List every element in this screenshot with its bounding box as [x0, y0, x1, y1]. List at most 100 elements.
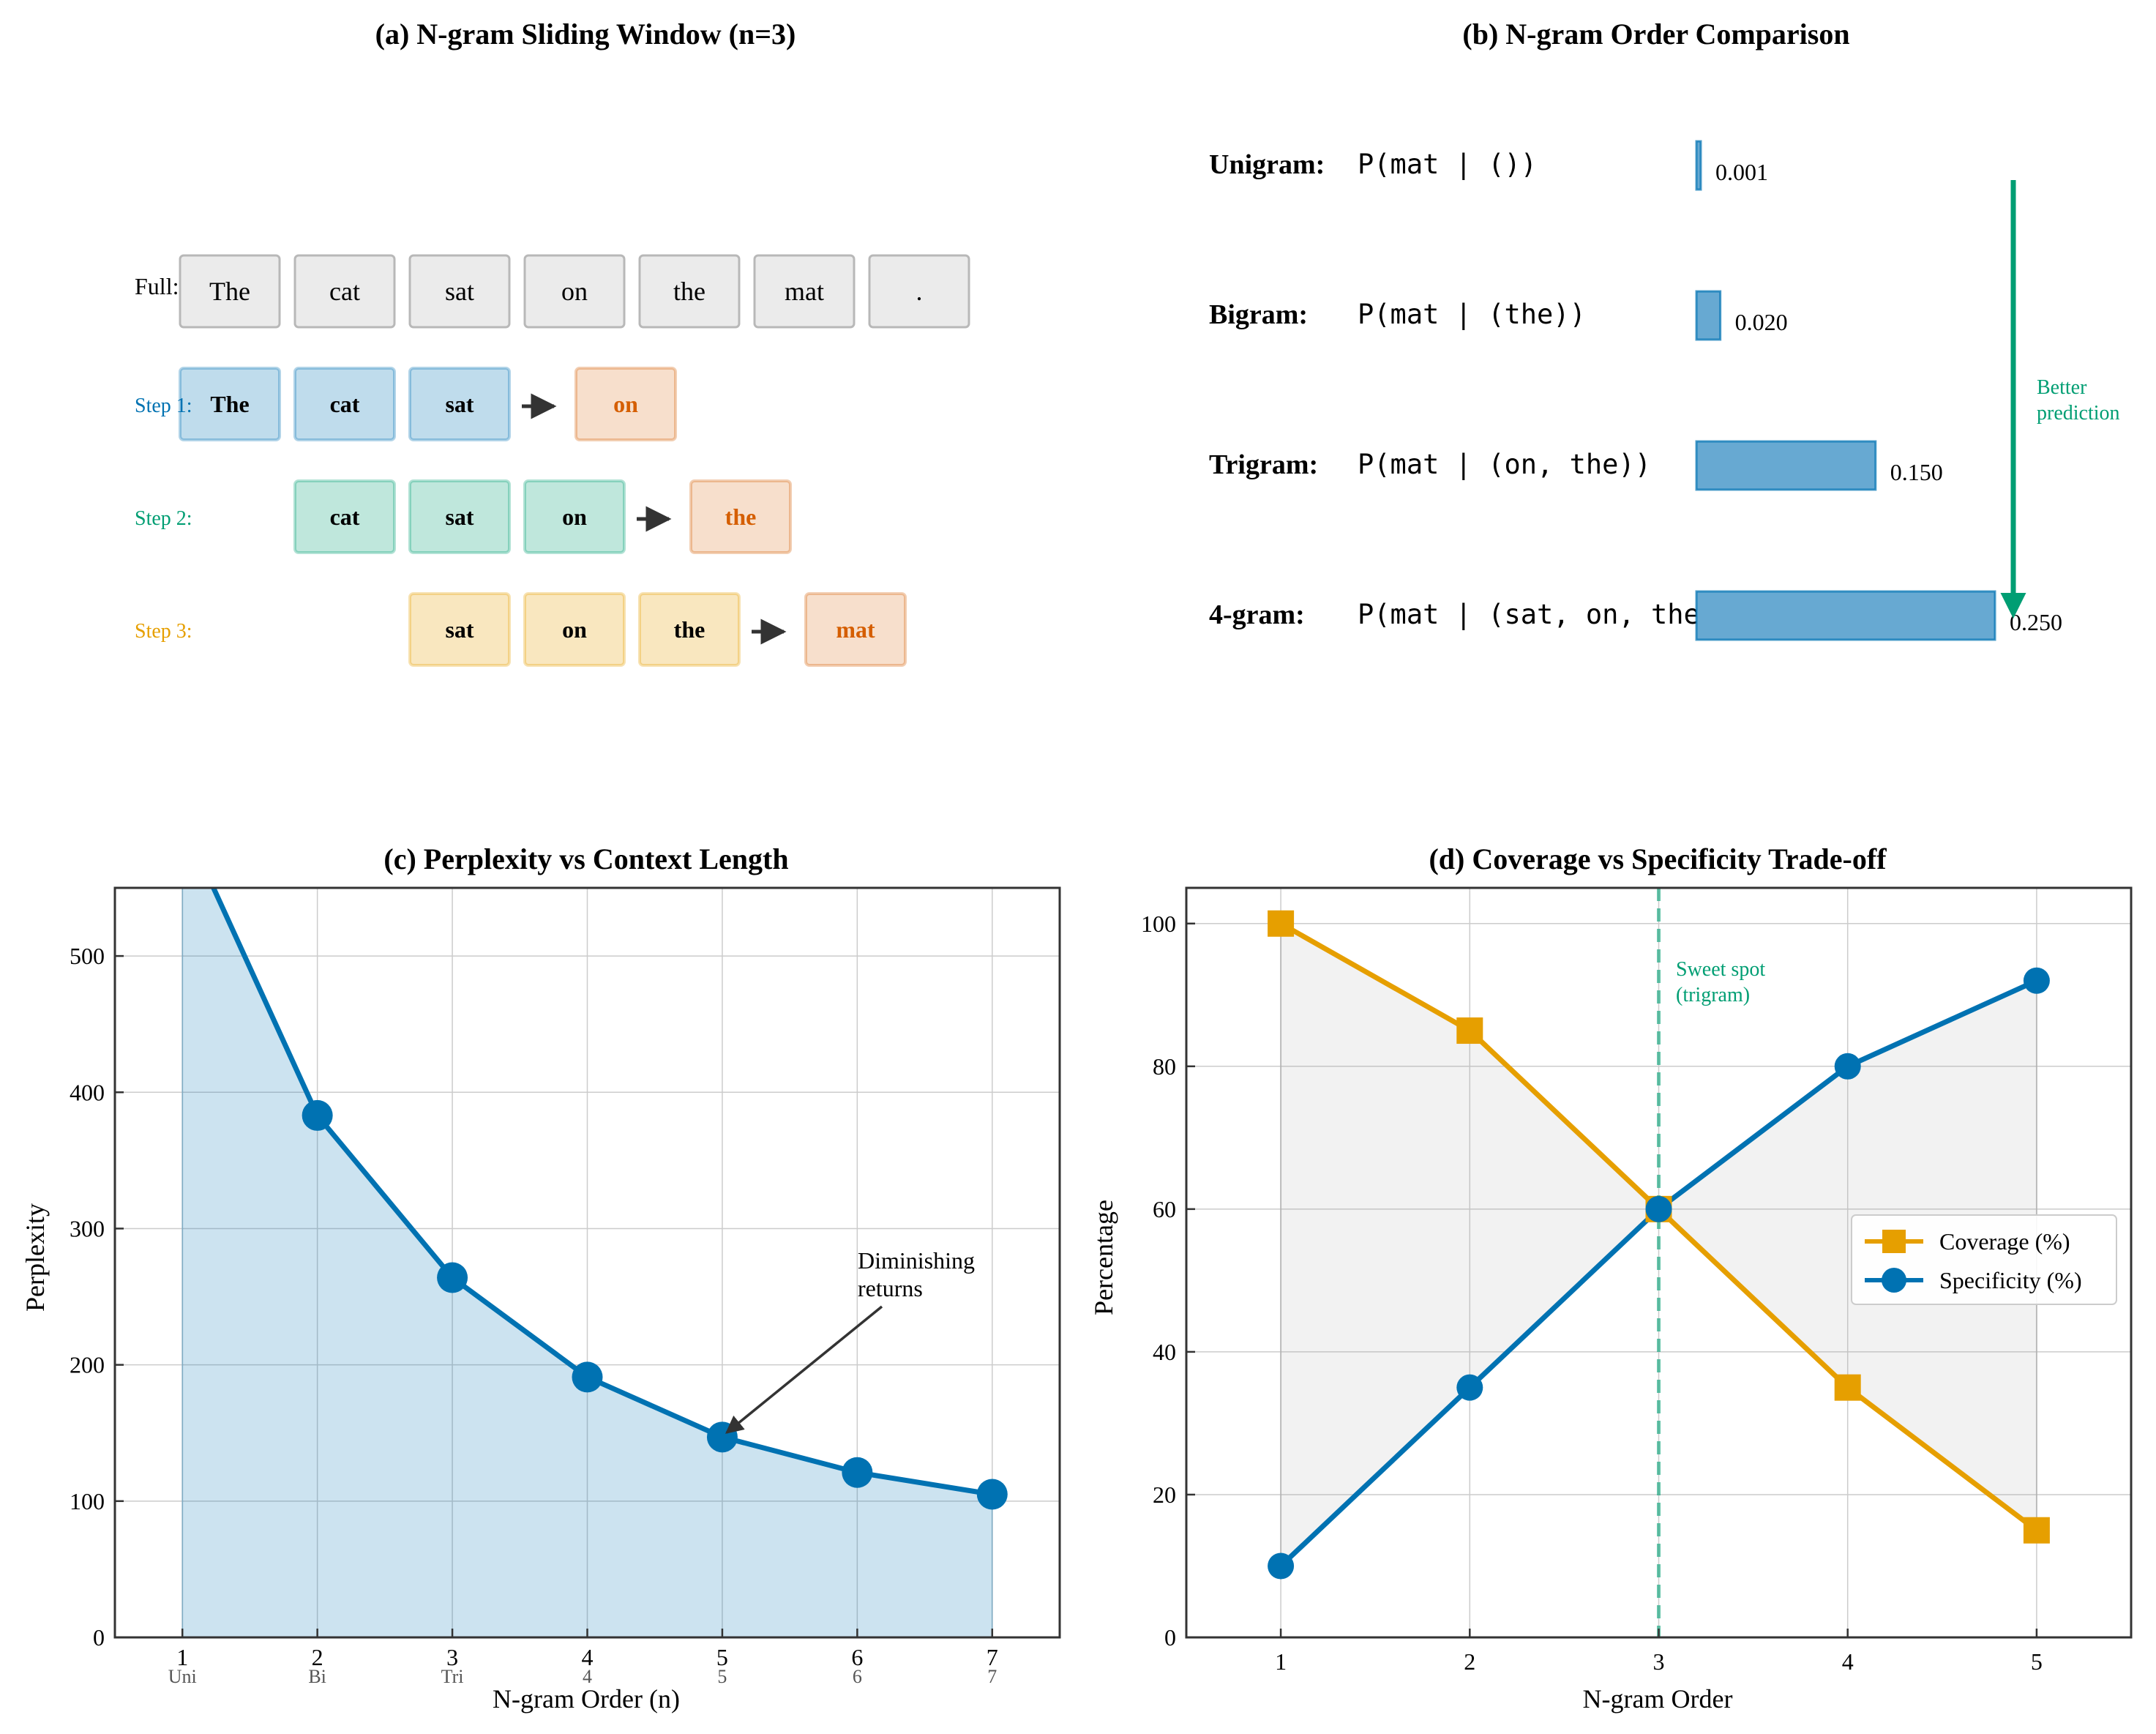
probability-label: 0.150	[1890, 459, 1943, 485]
x-sublabel: 5	[717, 1666, 727, 1687]
context-token-text: on	[562, 616, 587, 643]
target-token-box	[689, 479, 792, 554]
context-token-text: cat	[330, 504, 360, 530]
order-formula: P(mat | (on, the))	[1358, 449, 1651, 480]
coverage-point	[1834, 1374, 1861, 1401]
x-tick-label: 3	[446, 1644, 458, 1670]
x-tick-label: 5	[2031, 1648, 2043, 1675]
specificity-point	[1645, 1195, 1672, 1222]
full-token: mat	[753, 254, 856, 329]
y-tick-label: 200	[70, 1352, 105, 1378]
sweet-spot-line-2: (trigram)	[1676, 984, 1750, 1006]
specificity-point	[2023, 967, 2050, 994]
order-row: Trigram: P(mat | (on, the)) 0.150	[1209, 440, 1943, 491]
context-token-text: the	[674, 616, 705, 643]
c-y-axis-label: Perplexity	[20, 1203, 50, 1312]
legend-coverage-marker	[1882, 1230, 1906, 1253]
full-label: Full:	[135, 273, 179, 299]
step-row: Step 1: The cat sat on	[135, 367, 677, 441]
coverage-point	[1268, 910, 1295, 937]
y-tick-label: 400	[70, 1079, 105, 1105]
step-label: Step 2:	[135, 507, 192, 530]
full-token: cat	[293, 254, 396, 329]
x-tick-label: 4	[582, 1644, 594, 1670]
context-token-box	[408, 367, 511, 441]
context-token-box	[523, 592, 626, 667]
x-tick-label: 2	[1464, 1648, 1475, 1675]
context-token-text: The	[210, 391, 249, 417]
x-tick-label: 6	[851, 1644, 863, 1670]
x-tick-label: 3	[1653, 1648, 1665, 1675]
probability-label: 0.020	[1735, 309, 1788, 335]
token-box	[293, 254, 396, 329]
y-tick-label: 300	[70, 1215, 105, 1241]
probability-label: 0.250	[2010, 609, 2062, 635]
token-text: .	[916, 277, 923, 306]
specificity-point	[1456, 1374, 1483, 1401]
better-label: Better	[2037, 376, 2087, 399]
context-token-box	[523, 479, 626, 554]
probability-bar	[1695, 590, 1996, 641]
context-token-text: on	[562, 504, 587, 530]
order-row: Bigram: P(mat | (the)) 0.020	[1209, 290, 1788, 341]
token-text: the	[673, 277, 705, 306]
prediction-label: prediction	[2037, 402, 2120, 425]
order-formula: P(mat | ())	[1358, 149, 1537, 180]
order-formula: P(mat | (the))	[1358, 299, 1586, 330]
panel-b-title: (b) N-gram Order Comparison	[1462, 18, 1849, 51]
legend-specificity-label: Specificity (%)	[1939, 1267, 2082, 1293]
token-box	[753, 254, 856, 329]
probability-bar	[1695, 440, 1877, 491]
step-label: Step 3:	[135, 620, 192, 643]
full-token: the	[638, 254, 741, 329]
y-tick-label: 20	[1153, 1481, 1176, 1508]
specificity-point	[1834, 1053, 1861, 1080]
y-tick-label: 100	[70, 1488, 105, 1514]
legend-coverage-label: Coverage (%)	[1939, 1228, 2070, 1255]
context-token-text: cat	[330, 391, 360, 417]
context-token-box	[293, 367, 396, 441]
order-name: Bigram:	[1209, 299, 1308, 330]
context-token-box	[638, 592, 741, 667]
step-row: Step 3: sat on the mat	[135, 592, 907, 667]
c-x-axis-label: N-gram Order (n)	[493, 1684, 680, 1714]
order-row: 4-gram: P(mat | (sat, on, the)) 0.250	[1209, 590, 2062, 641]
perplexity-point	[976, 1479, 1008, 1510]
full-token: on	[523, 254, 626, 329]
token-text: mat	[785, 277, 824, 306]
full-token: The	[179, 254, 281, 329]
full-token-row: The cat sat on the mat.	[179, 254, 970, 329]
coverage-point	[2023, 1517, 2050, 1544]
token-text: on	[561, 277, 588, 306]
step-label: Step 1:	[135, 395, 192, 417]
plot-area: 0 20 40 60 80 100 1 2 3 4 5	[1141, 886, 2133, 1675]
context-token-box	[293, 479, 396, 554]
token-text: cat	[329, 277, 360, 306]
panel-a-sliding-window: (a) N-gram Sliding Window (n=3) Full: Th…	[135, 18, 970, 667]
order-name: 4-gram:	[1209, 599, 1305, 630]
annotation-line-1: Diminishing	[858, 1247, 975, 1274]
token-box	[408, 254, 511, 329]
x-sublabel: Uni	[168, 1666, 197, 1687]
x-tick-label: 7	[987, 1644, 998, 1670]
full-token: .	[868, 254, 970, 329]
coverage-point	[1456, 1017, 1483, 1044]
panel-b-order-comparison: (b) N-gram Order Comparison Unigram: P(ma…	[1209, 18, 2120, 641]
context-token-text: sat	[445, 391, 474, 417]
context-token-text: sat	[445, 504, 474, 530]
target-token-box	[804, 592, 907, 667]
token-text: The	[209, 277, 250, 306]
x-sublabel: 4	[583, 1666, 592, 1687]
target-token-text: mat	[836, 616, 875, 643]
token-box	[638, 254, 741, 329]
context-token-box	[179, 367, 281, 441]
x-sublabel: 7	[987, 1666, 997, 1687]
step-row: Step 2: cat sat on the	[135, 479, 792, 554]
x-tick-label: 5	[716, 1644, 728, 1670]
probability-bar	[1695, 290, 1722, 341]
annotation-arrow	[725, 1305, 883, 1434]
y-tick-label: 80	[1153, 1053, 1176, 1080]
x-tick-label: 4	[1842, 1648, 1854, 1675]
probability-label: 0.001	[1715, 159, 1768, 185]
